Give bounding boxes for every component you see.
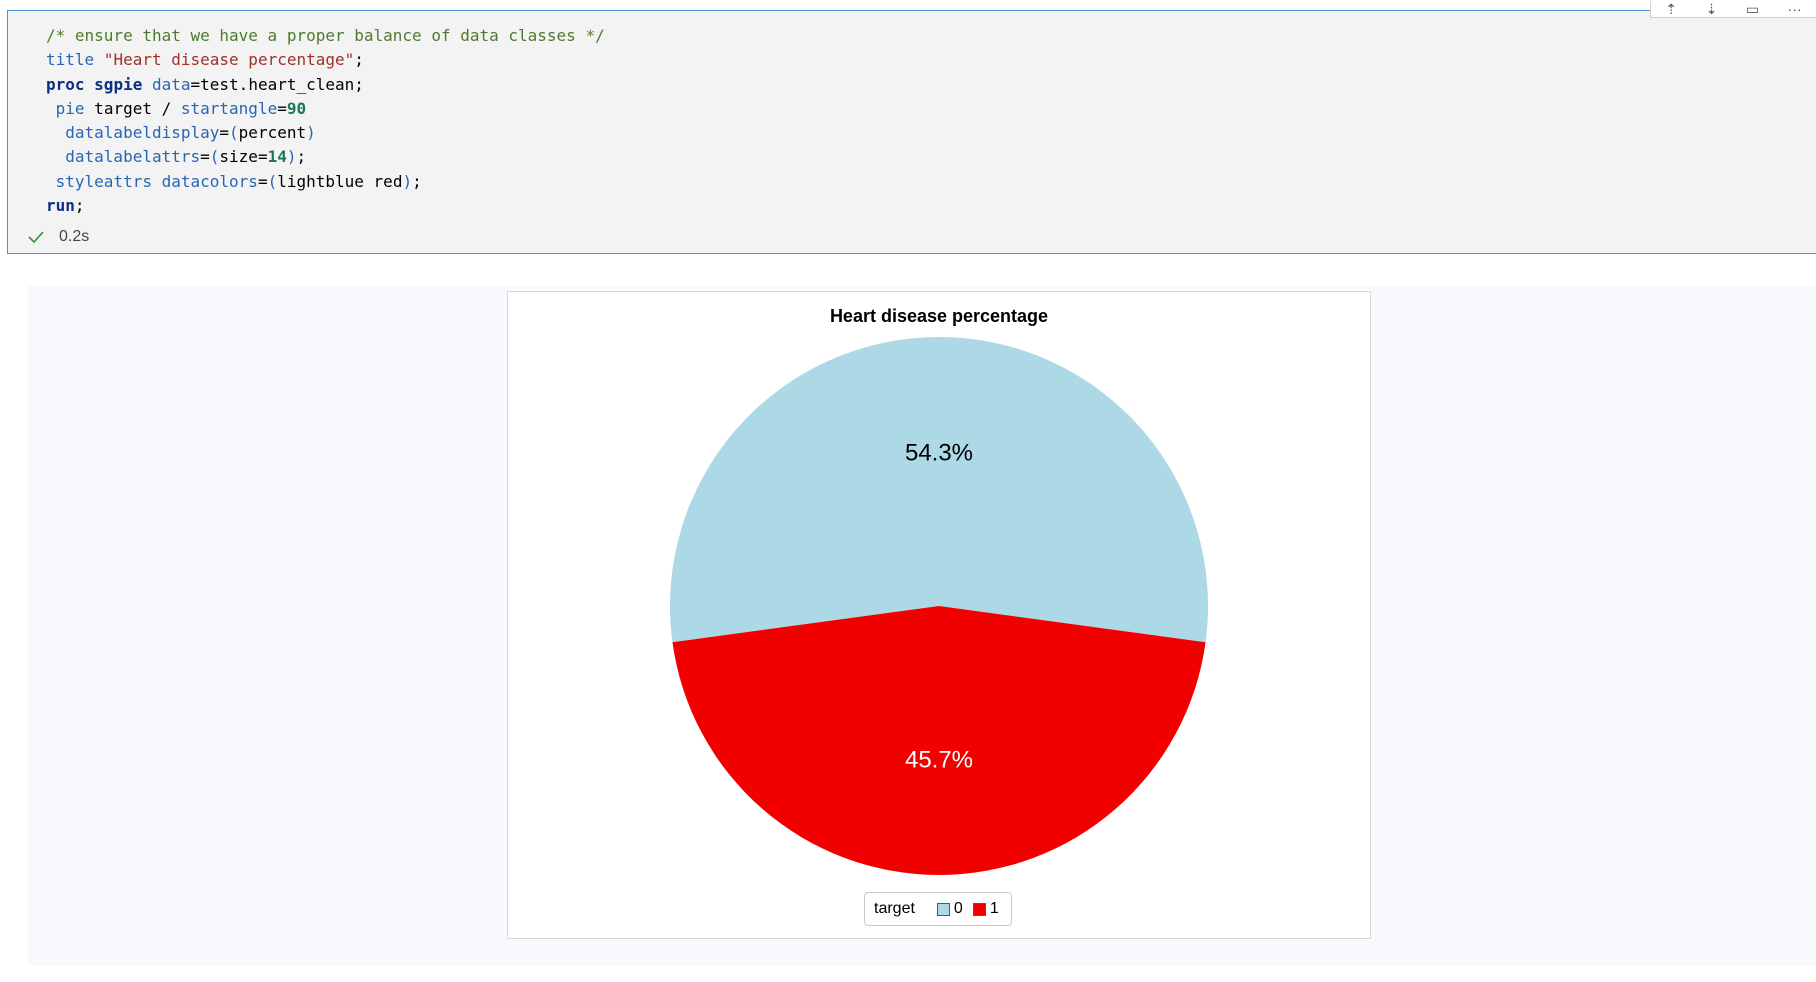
chart-title: Heart disease percentage [829,306,1049,326]
chart-legend: target 0 1 [864,892,1012,926]
legend-title: target [874,900,915,917]
legend-label: 0 [953,900,963,917]
data-label-0: 54.3% [905,440,973,467]
legend-label: 1 [989,900,999,917]
pie-chart: 54.3% 45.7% [670,337,1208,876]
execution-time: 0.2s [59,228,90,245]
code-line: proc sgpie data=test.heart_clean; [46,74,364,94]
run-above-icon[interactable]: ⇡ [1665,1,1678,17]
code-line: styleattrs datacolors=(lightblue red); [55,171,422,191]
check-icon [28,231,44,244]
code-line: pie target / startangle=90 [55,98,307,118]
cell-toolbar: ⇡ ⇣ ▭ ··· [1650,1,1816,18]
code-line: datalabelattrs=(size=14); [65,147,307,167]
code-line: title "Heart disease percentage"; [46,50,364,70]
code-editor[interactable]: /* ensure that we have a proper balance … [46,24,605,218]
legend-swatch [972,902,986,916]
pie-slice-0 [670,337,1208,643]
code-line: run; [46,196,85,216]
data-label-1: 45.7% [905,746,973,773]
legend-entry-1: 1 [972,900,999,918]
code-cell[interactable]: ⇡ ⇣ ▭ ··· [7,1,1816,254]
execution-status: 0.2s [27,228,89,246]
code-line: datalabeldisplay=(percent) [65,123,316,143]
legend-entry-0: 0 [936,900,963,918]
more-icon[interactable]: ··· [1787,1,1802,17]
pie-chart-figure: Heart disease percentage 54.3% 45.7% targ… [507,291,1371,939]
legend-swatch [936,902,950,916]
code-line: /* ensure that we have a proper balance … [46,26,605,45]
run-below-icon[interactable]: ⇣ [1705,1,1718,17]
split-cell-icon[interactable]: ▭ [1745,1,1760,17]
pie-slice-1 [672,606,1206,876]
